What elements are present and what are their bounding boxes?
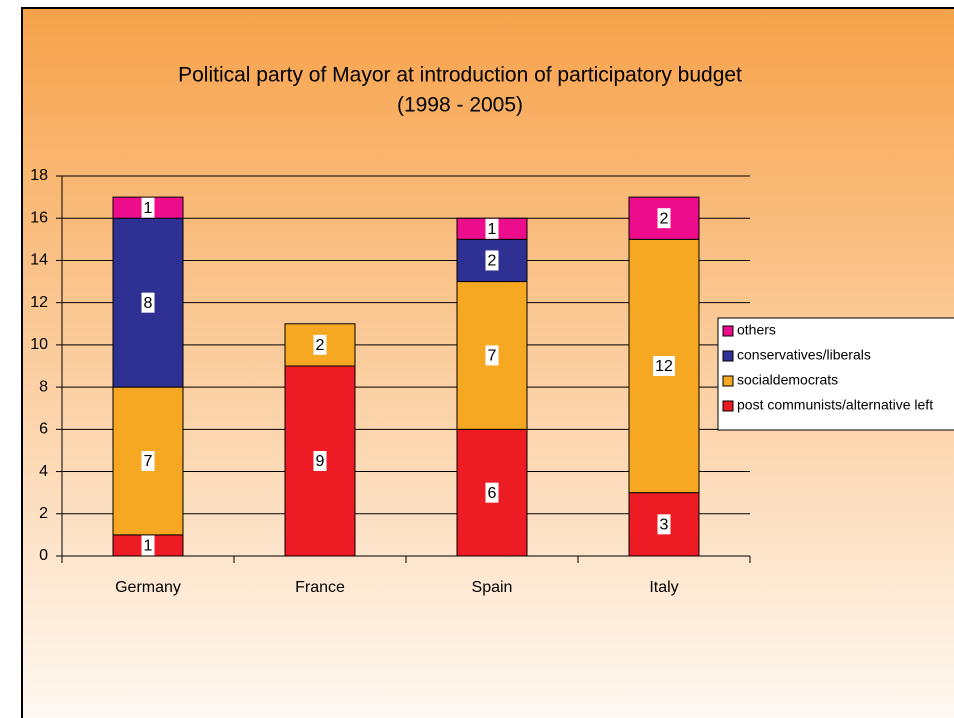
bar-segment <box>284 365 356 557</box>
data-label-box <box>485 218 499 239</box>
y-tick-label: 8 <box>39 378 48 395</box>
y-tick-label: 4 <box>39 463 48 480</box>
data-label: 12 <box>655 358 673 375</box>
data-label: 7 <box>144 453 153 470</box>
data-label: 2 <box>660 210 669 227</box>
y-tick-label: 6 <box>39 421 48 438</box>
data-label: 8 <box>144 295 153 312</box>
data-label: 2 <box>316 337 325 354</box>
data-label: 1 <box>144 200 153 217</box>
y-tick-label: 10 <box>30 336 48 353</box>
data-label-box <box>657 208 671 229</box>
data-label-box <box>141 197 155 218</box>
data-label-box <box>485 482 499 503</box>
data-label: 1 <box>144 538 153 555</box>
x-tick-label: Spain <box>472 579 513 596</box>
chart-title: Political party of Mayor at introduction… <box>178 64 742 87</box>
data-label-box <box>141 535 155 556</box>
legend-swatch <box>722 375 734 387</box>
data-label-box <box>657 514 671 535</box>
data-label-box <box>141 292 155 313</box>
data-label-box <box>141 451 155 471</box>
x-tick-label: Germany <box>115 579 181 596</box>
data-label-box <box>653 356 675 376</box>
legend-label: others <box>737 322 776 338</box>
y-tick-label: 14 <box>30 252 48 269</box>
data-label: 1 <box>488 221 497 238</box>
x-tick-label: Italy <box>649 579 678 596</box>
data-label: 6 <box>488 485 497 502</box>
data-label-box <box>485 250 499 271</box>
chart-subtitle: (1998 - 2005) <box>397 94 523 117</box>
legend-swatch <box>722 400 734 412</box>
data-label-box <box>313 451 327 471</box>
data-label: 7 <box>488 348 497 365</box>
data-label-box <box>313 334 327 355</box>
y-tick-label: 2 <box>39 505 48 522</box>
legend-label: socialdemocrats <box>737 372 838 388</box>
y-tick-label: 12 <box>30 294 48 311</box>
x-tick-label: France <box>295 579 345 596</box>
data-label: 9 <box>316 453 325 470</box>
data-label-box <box>485 345 499 366</box>
y-tick-label: 0 <box>39 547 48 564</box>
legend-swatch <box>722 350 734 362</box>
legend-box <box>717 317 954 431</box>
y-tick-label: 18 <box>30 167 48 184</box>
y-tick-label: 16 <box>30 209 48 226</box>
legend-label: post communists/alternative left <box>737 397 933 413</box>
data-label: 3 <box>660 517 669 534</box>
legend-label: conservatives/liberals <box>737 347 871 363</box>
legend-swatch <box>722 325 734 337</box>
data-label: 2 <box>488 253 497 270</box>
